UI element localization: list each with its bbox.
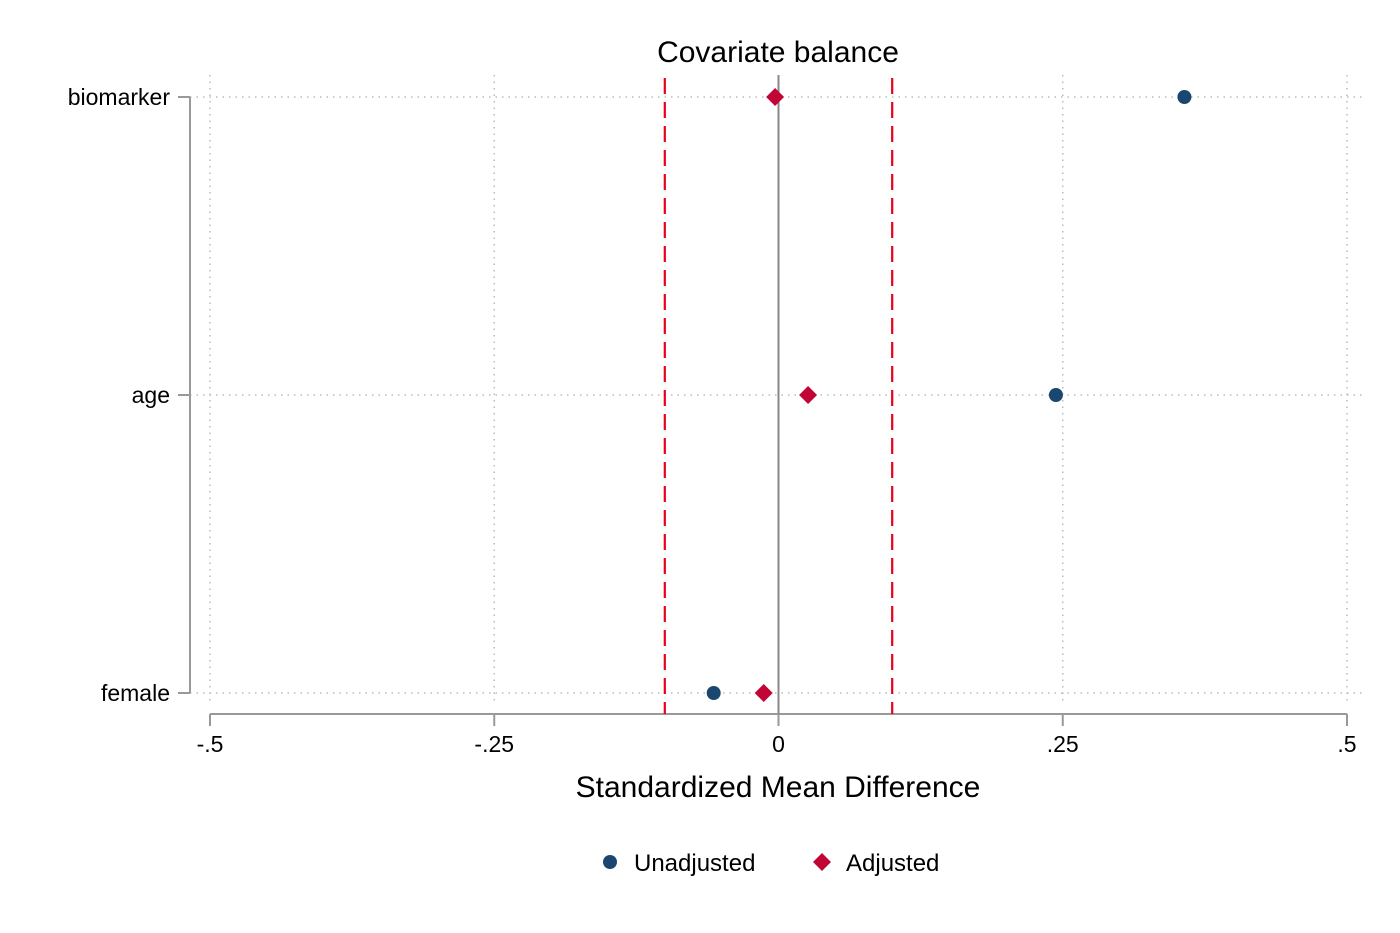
x-tick-label: 0 xyxy=(772,731,785,757)
x-tick-label: .25 xyxy=(1047,731,1079,757)
legend-label: Adjusted xyxy=(846,850,939,877)
y-tick-label: female xyxy=(101,680,170,706)
unadjusted-point xyxy=(1048,388,1063,402)
x-tick-label: -.5 xyxy=(197,731,224,757)
legend-marker xyxy=(813,853,831,871)
x-tick-label: .5 xyxy=(1337,731,1356,757)
adjusted-point xyxy=(799,386,818,404)
legend-marker xyxy=(603,855,617,869)
x-axis-label: Standardized Mean Difference xyxy=(576,771,981,804)
grid xyxy=(190,75,1365,705)
legend: Unadjusted Adjusted xyxy=(603,850,939,877)
axes: biomarker age female -.5 -.25 0 .25 .5 xyxy=(68,84,1357,757)
x-tick-label: -.25 xyxy=(474,731,514,757)
adjusted-point xyxy=(754,684,773,702)
unadjusted-point xyxy=(706,686,721,700)
unadjusted-point xyxy=(1177,90,1192,104)
data-points xyxy=(706,88,1192,702)
y-tick-label: biomarker xyxy=(68,84,171,110)
reference-lines xyxy=(663,75,894,714)
adjusted-point xyxy=(766,88,785,106)
y-tick-label: age xyxy=(132,382,170,408)
legend-label: Unadjusted xyxy=(634,850,755,877)
chart-title: Covariate balance xyxy=(657,36,899,69)
